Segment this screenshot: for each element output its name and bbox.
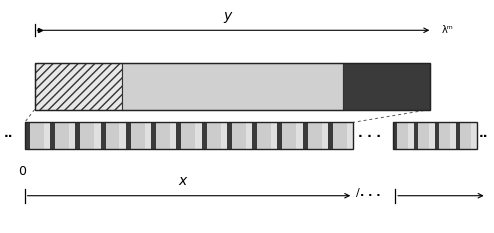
Bar: [246, 122, 252, 149]
Bar: [283, 122, 296, 149]
Bar: [69, 122, 75, 149]
Bar: [43, 122, 50, 149]
Bar: [451, 122, 455, 149]
Bar: [257, 122, 271, 149]
Bar: [176, 122, 181, 149]
Text: ··: ··: [479, 130, 489, 143]
Bar: [393, 122, 397, 149]
Bar: [322, 122, 328, 149]
Bar: [227, 122, 232, 149]
Bar: [25, 122, 30, 149]
Bar: [439, 122, 451, 149]
Bar: [343, 63, 430, 110]
Bar: [220, 122, 227, 149]
Bar: [308, 122, 322, 149]
Bar: [435, 122, 439, 149]
Bar: [156, 122, 170, 149]
Bar: [106, 122, 120, 149]
Bar: [232, 122, 246, 149]
Bar: [145, 122, 151, 149]
Bar: [100, 122, 106, 149]
Bar: [418, 122, 429, 149]
Text: x: x: [179, 174, 187, 188]
Text: 0: 0: [18, 165, 26, 178]
Text: /: /: [356, 188, 360, 198]
Bar: [460, 122, 471, 149]
Text: · · ·: · · ·: [358, 130, 381, 143]
Bar: [25, 122, 353, 149]
Bar: [75, 122, 81, 149]
Text: ··: ··: [4, 130, 13, 143]
Bar: [414, 122, 418, 149]
Bar: [296, 122, 303, 149]
Bar: [206, 122, 220, 149]
Bar: [333, 122, 347, 149]
Text: · · ·: · · ·: [360, 191, 380, 201]
Bar: [55, 122, 69, 149]
Bar: [170, 122, 176, 149]
Bar: [50, 122, 55, 149]
Bar: [303, 122, 308, 149]
Bar: [131, 122, 145, 149]
Bar: [397, 122, 409, 149]
Bar: [151, 122, 156, 149]
Bar: [252, 122, 257, 149]
Bar: [455, 122, 460, 149]
Text: y: y: [223, 9, 231, 23]
Bar: [347, 122, 353, 149]
Bar: [393, 122, 477, 149]
Bar: [278, 122, 283, 149]
Bar: [328, 122, 333, 149]
Bar: [271, 122, 278, 149]
Bar: [35, 63, 430, 110]
Bar: [181, 122, 195, 149]
Bar: [35, 63, 122, 110]
Bar: [94, 122, 100, 149]
Bar: [126, 122, 131, 149]
Bar: [120, 122, 126, 149]
Text: λᵐ: λᵐ: [442, 25, 454, 35]
Bar: [429, 122, 435, 149]
Bar: [409, 122, 413, 149]
Bar: [81, 122, 94, 149]
Bar: [122, 63, 343, 110]
Bar: [202, 122, 206, 149]
Bar: [195, 122, 202, 149]
Bar: [30, 122, 43, 149]
Bar: [471, 122, 477, 149]
